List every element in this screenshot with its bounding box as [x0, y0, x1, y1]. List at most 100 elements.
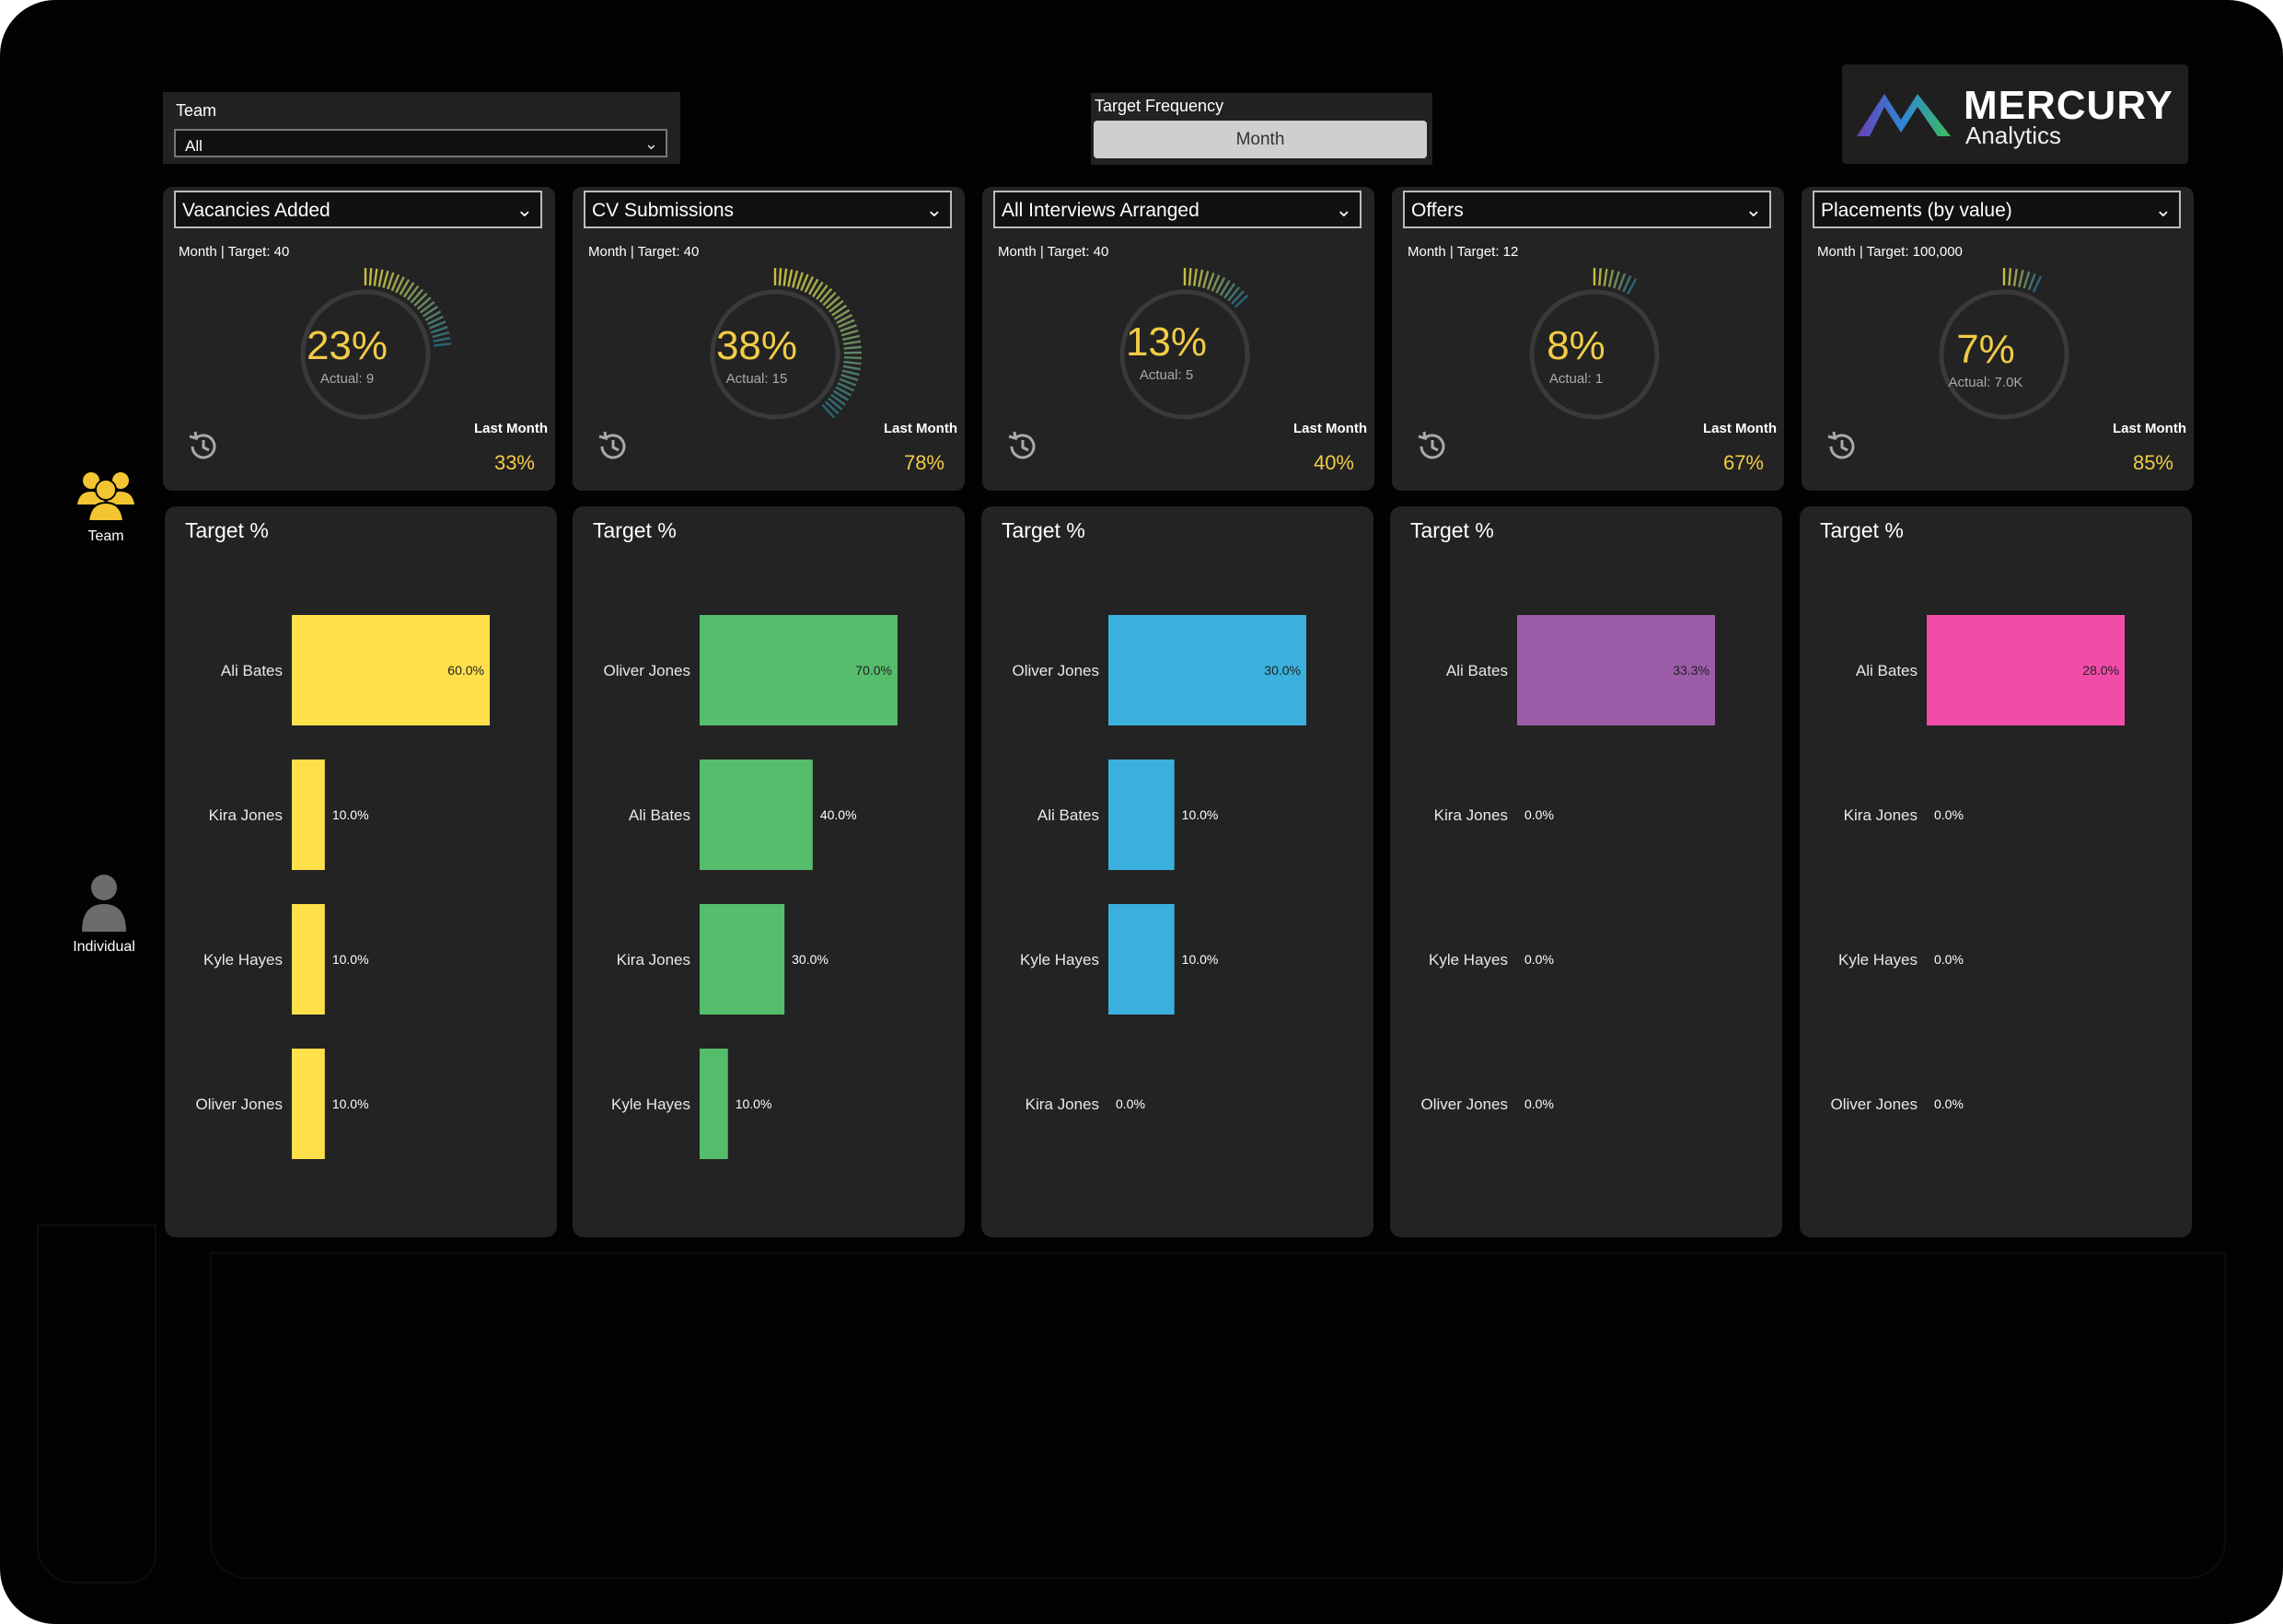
bar-category-label: Ali Bates	[1856, 662, 1918, 679]
gauge-ring	[1529, 268, 1660, 420]
bar[interactable]	[292, 904, 325, 1015]
last-month-label: Last Month	[1703, 421, 1777, 436]
history-icon[interactable]	[185, 428, 222, 465]
bar-value-label: 30.0%	[1264, 663, 1301, 678]
metric-dropdown[interactable]: CV Submissions ⌄	[584, 191, 952, 228]
kpi-subtitle: Month | Target: 40	[179, 244, 290, 260]
bar-category-label: Kyle Hayes	[611, 1096, 690, 1113]
gauge-tick	[1215, 276, 1226, 294]
gauge-tick	[1198, 269, 1204, 287]
bar[interactable]	[1927, 615, 2125, 725]
bar[interactable]	[700, 615, 898, 725]
bar[interactable]	[700, 904, 785, 1015]
gauge-tick	[428, 320, 446, 330]
gauge-tick	[1206, 272, 1215, 290]
team-icon	[77, 472, 134, 522]
gauge-tick	[1219, 279, 1231, 296]
gauge-tick	[1607, 269, 1615, 287]
metric-dropdown[interactable]: Vacancies Added ⌄	[174, 191, 542, 228]
team-slicer-label: Team	[176, 101, 217, 120]
gauge-tick	[2022, 271, 2031, 289]
bar[interactable]	[292, 760, 325, 870]
kpi-actual: Actual: 5	[1139, 367, 1194, 383]
gauge-tick	[837, 382, 854, 392]
metric-dropdown[interactable]: Placements (by value) ⌄	[1813, 191, 2181, 228]
bar-category-label: Oliver Jones	[196, 1096, 283, 1113]
bar-chart: Ali Bates 33.3% Kira Jones 0.0% Kyle Hayes 0.…	[1421, 615, 1715, 1113]
target-chart-interviews: Target % Oliver Jones 30.0% Ali Bates 10.0%…	[981, 506, 1373, 1237]
bar-category-label: Kyle Hayes	[1429, 951, 1508, 969]
bar-category-label: Kira Jones	[209, 806, 283, 824]
metric-dropdown-value: Vacancies Added	[182, 200, 330, 221]
gauge-tick	[382, 270, 389, 288]
gauge-tick	[373, 268, 378, 286]
team-dropdown[interactable]: All ⌄	[174, 129, 667, 157]
gauge-track	[1119, 289, 1250, 420]
kpi-subtitle: Month | Target: 40	[588, 244, 700, 260]
gauge-tick	[424, 310, 442, 321]
target-frequency-slicer: Target Frequency Month	[1091, 93, 1432, 165]
bar[interactable]	[292, 615, 490, 725]
history-icon[interactable]	[1004, 428, 1041, 465]
history-icon[interactable]	[1824, 428, 1860, 465]
bar-value-label: 0.0%	[1934, 1096, 1964, 1111]
bar-category-label: Kira Jones	[1026, 1096, 1099, 1113]
bar[interactable]	[1108, 615, 1306, 725]
metric-dropdown[interactable]: Offers ⌄	[1403, 191, 1771, 228]
gauge-tick	[1617, 273, 1627, 291]
gauge-tick	[1192, 268, 1198, 286]
metric-dropdown-value: CV Submissions	[592, 200, 735, 221]
last-month-value: 85%	[2132, 451, 2173, 474]
bar-value-label: 10.0%	[736, 1096, 772, 1111]
bar[interactable]	[700, 760, 813, 870]
nav-individual-button[interactable]: Individual	[40, 873, 168, 956]
chevron-down-icon: ⌄	[1335, 198, 1352, 221]
gauge-ring	[1119, 268, 1250, 420]
bar-value-label: 40.0%	[820, 807, 857, 822]
gauge-track	[300, 289, 431, 420]
bar-value-label: 28.0%	[2082, 663, 2119, 678]
bar[interactable]	[292, 1049, 325, 1159]
last-month-value: 40%	[1313, 451, 1354, 474]
nav-team-button[interactable]: Team	[41, 468, 170, 545]
logo-name: MERCURY	[1964, 83, 2173, 128]
gauge-tick	[1227, 286, 1241, 302]
bar[interactable]	[1108, 760, 1175, 870]
bar-value-label: 10.0%	[332, 807, 369, 822]
gauge-tick	[841, 369, 860, 377]
target-frequency-label: Target Frequency	[1095, 97, 1224, 115]
gauge-tick	[843, 355, 862, 360]
last-month-value: 33%	[493, 451, 535, 474]
mercury-logo: MERCURY Analytics	[1842, 64, 2188, 164]
gauge-tick	[842, 365, 861, 371]
gauge-tick	[1622, 275, 1632, 293]
gauge-tick	[778, 268, 782, 286]
history-icon[interactable]	[595, 428, 632, 465]
gauge-tick	[782, 268, 788, 286]
bar[interactable]	[1517, 615, 1715, 725]
kpi-subtitle: Month | Target: 12	[1408, 244, 1519, 260]
team-slicer: Team All ⌄	[163, 92, 680, 164]
bar[interactable]	[700, 1049, 728, 1159]
last-month-label: Last Month	[1293, 421, 1367, 436]
metric-dropdown-value: All Interviews Arranged	[1002, 200, 1199, 221]
gauge-track	[710, 289, 840, 420]
bar-category-label: Ali Bates	[1446, 662, 1508, 679]
report-panel-outline	[210, 1252, 2226, 1579]
bar-value-label: 0.0%	[1524, 807, 1554, 822]
bar-category-label: Ali Bates	[1037, 806, 1099, 824]
history-icon[interactable]	[1414, 428, 1451, 465]
bar-value-label: 0.0%	[1116, 1096, 1145, 1111]
gauge-tick	[406, 284, 420, 301]
gauge-tick	[816, 284, 829, 300]
metric-dropdown[interactable]: All Interviews Arranged ⌄	[993, 191, 1362, 228]
bar-value-label: 0.0%	[1934, 807, 1964, 822]
metric-dropdown-value: Offers	[1411, 200, 1464, 221]
gauge-tick	[430, 326, 448, 334]
gauge-tick	[787, 269, 794, 287]
gauge-tick	[835, 386, 852, 397]
bar[interactable]	[1108, 904, 1175, 1015]
last-month-label: Last Month	[884, 421, 957, 436]
gauge-tick	[842, 334, 861, 342]
frequency-month-button[interactable]: Month	[1094, 121, 1427, 158]
